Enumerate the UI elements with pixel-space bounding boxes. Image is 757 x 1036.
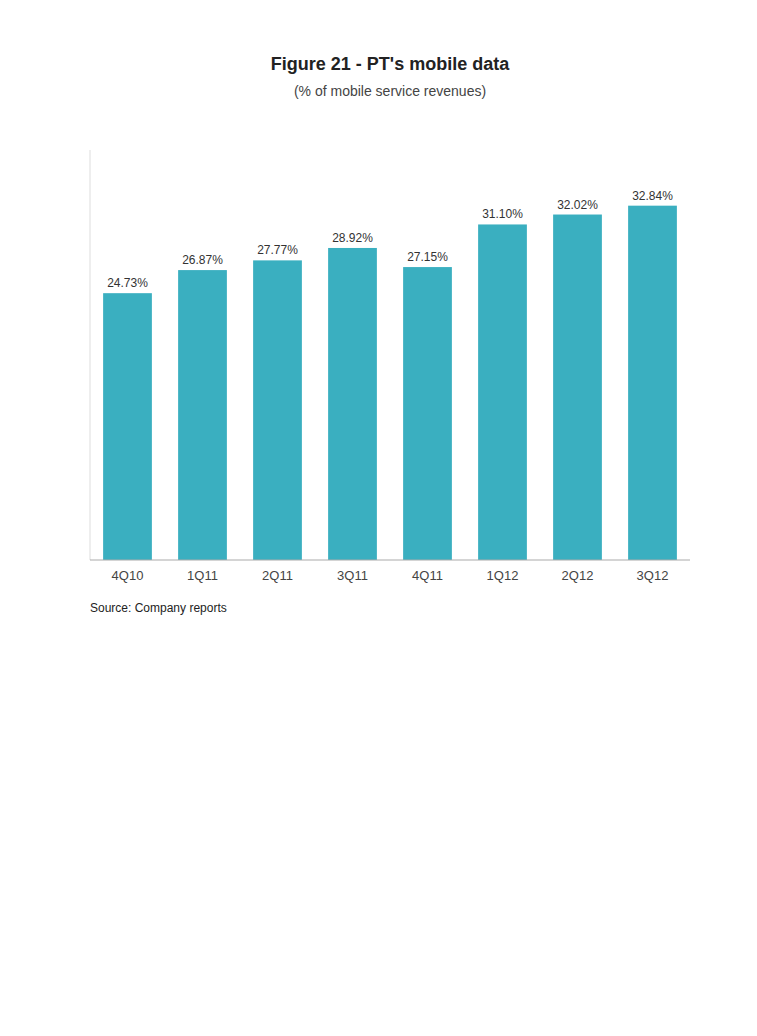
x-tick-label: 1Q11 xyxy=(187,568,218,583)
x-tick-label: 2Q12 xyxy=(562,568,594,583)
annotation: Source: Company reports xyxy=(90,601,227,615)
bars xyxy=(103,206,677,560)
bar xyxy=(328,248,377,560)
data-label: 24.73% xyxy=(107,276,148,290)
data-label: 31.10% xyxy=(482,207,523,221)
x-tick-label: 3Q12 xyxy=(637,568,669,583)
x-tick-label: 1Q12 xyxy=(487,568,519,583)
title: Figure 21 - PT's mobile data xyxy=(271,54,510,74)
data-label: 28.92% xyxy=(332,231,373,245)
data-label: 27.15% xyxy=(407,250,448,264)
bar xyxy=(628,206,677,560)
bar xyxy=(553,215,602,560)
bar xyxy=(253,260,302,560)
x-tick-label: 4Q11 xyxy=(412,568,443,583)
data-label: 26.87% xyxy=(182,253,223,267)
bar xyxy=(178,270,227,560)
data-label: 32.84% xyxy=(632,189,673,203)
x-tick-label: 2Q11 xyxy=(262,568,293,583)
x-tick-label: 4Q10 xyxy=(112,568,144,583)
chart-container: Figure 21 - PT's mobile data (% of mobile… xyxy=(0,0,757,1036)
y-axis-line xyxy=(90,150,91,560)
data-label: 27.77% xyxy=(257,243,298,257)
chart: Figure 21 - PT's mobile data (% of mobile… xyxy=(0,0,757,1036)
subtitle: (% of mobile service revenues) xyxy=(294,83,486,99)
bar xyxy=(103,293,152,560)
data-label: 32.02% xyxy=(557,198,598,212)
x-tick-label: 3Q11 xyxy=(337,568,368,583)
x-axis-line xyxy=(90,560,690,561)
bar xyxy=(478,224,527,560)
bar xyxy=(403,267,452,560)
